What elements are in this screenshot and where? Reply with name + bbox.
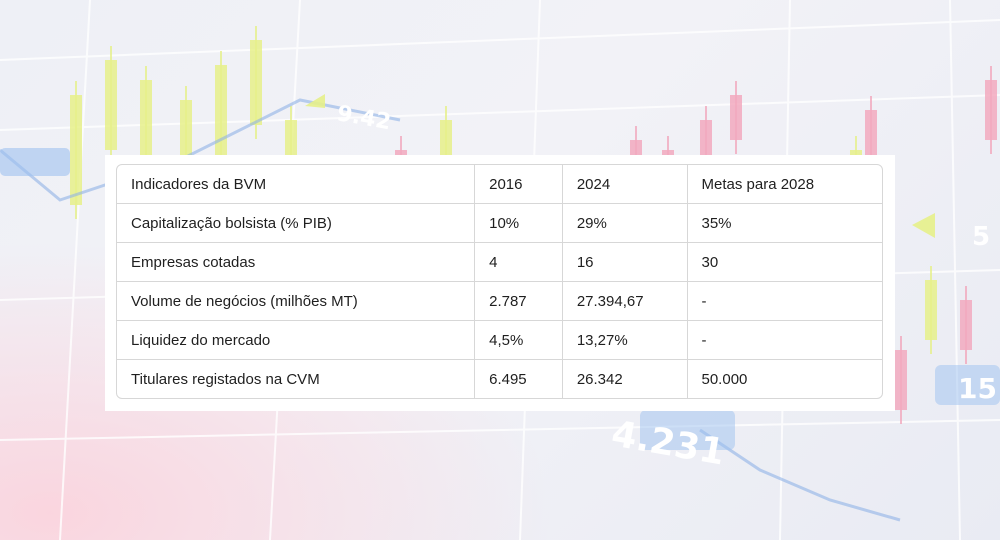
candle-body bbox=[960, 300, 972, 350]
indicator-label: Capitalização bolsista (% PIB) bbox=[117, 204, 476, 243]
candle-body bbox=[730, 95, 742, 140]
target-2028: 35% bbox=[687, 204, 882, 243]
table-row: Volume de negócios (milhões MT) 2.787 27… bbox=[117, 282, 882, 321]
header-cell: 2016 bbox=[475, 165, 563, 204]
header-cell: 2024 bbox=[562, 165, 688, 204]
candle-body bbox=[985, 80, 997, 140]
target-2028: 30 bbox=[687, 243, 882, 282]
indicators-table-panel: Indicadores da BVM 2016 2024 Metas para … bbox=[105, 155, 895, 411]
candle-body bbox=[215, 65, 227, 160]
header-cell: Metas para 2028 bbox=[687, 165, 882, 204]
header-cell: Indicadores da BVM bbox=[117, 165, 476, 204]
candle-body bbox=[895, 350, 907, 410]
bvm-indicators-table: Indicadores da BVM 2016 2024 Metas para … bbox=[116, 164, 883, 399]
candle-body bbox=[700, 120, 712, 160]
value-2016: 4 bbox=[475, 243, 563, 282]
candle-body bbox=[250, 40, 262, 125]
table-row: Liquidez do mercado 4,5% 13,27% - bbox=[117, 321, 882, 360]
target-2028: - bbox=[687, 282, 882, 321]
table-row: Capitalização bolsista (% PIB) 10% 29% 3… bbox=[117, 204, 882, 243]
candle-body bbox=[925, 280, 937, 340]
indicator-label: Empresas cotadas bbox=[117, 243, 476, 282]
indicator-label: Liquidez do mercado bbox=[117, 321, 476, 360]
table-row: Titulares registados na CVM 6.495 26.342… bbox=[117, 360, 882, 398]
value-2024: 26.342 bbox=[563, 360, 688, 398]
value-2016: 6.495 bbox=[475, 360, 563, 398]
indicator-label: Titulares registados na CVM bbox=[117, 360, 476, 398]
table-header-row: Indicadores da BVM 2016 2024 Metas para … bbox=[117, 165, 882, 204]
value-2016: 4,5% bbox=[475, 321, 563, 360]
ticker-label: 15 bbox=[958, 372, 997, 405]
value-2024: 29% bbox=[562, 204, 688, 243]
indicator-label: Volume de negócios (milhões MT) bbox=[117, 282, 476, 321]
target-2028: - bbox=[687, 321, 882, 360]
value-2016: 2.787 bbox=[475, 282, 563, 321]
candlestick-marks bbox=[70, 26, 997, 424]
value-2024: 16 bbox=[562, 243, 688, 282]
value-2024: 13,27% bbox=[562, 321, 688, 360]
value-2024: 27.394,67 bbox=[562, 282, 688, 321]
candle-body bbox=[70, 95, 82, 205]
ticker-label: 5 bbox=[972, 222, 990, 252]
table-row: Empresas cotadas 4 16 30 bbox=[117, 243, 882, 282]
value-2016: 10% bbox=[475, 204, 563, 243]
candle-body bbox=[105, 60, 117, 150]
target-2028: 50.000 bbox=[701, 370, 748, 388]
